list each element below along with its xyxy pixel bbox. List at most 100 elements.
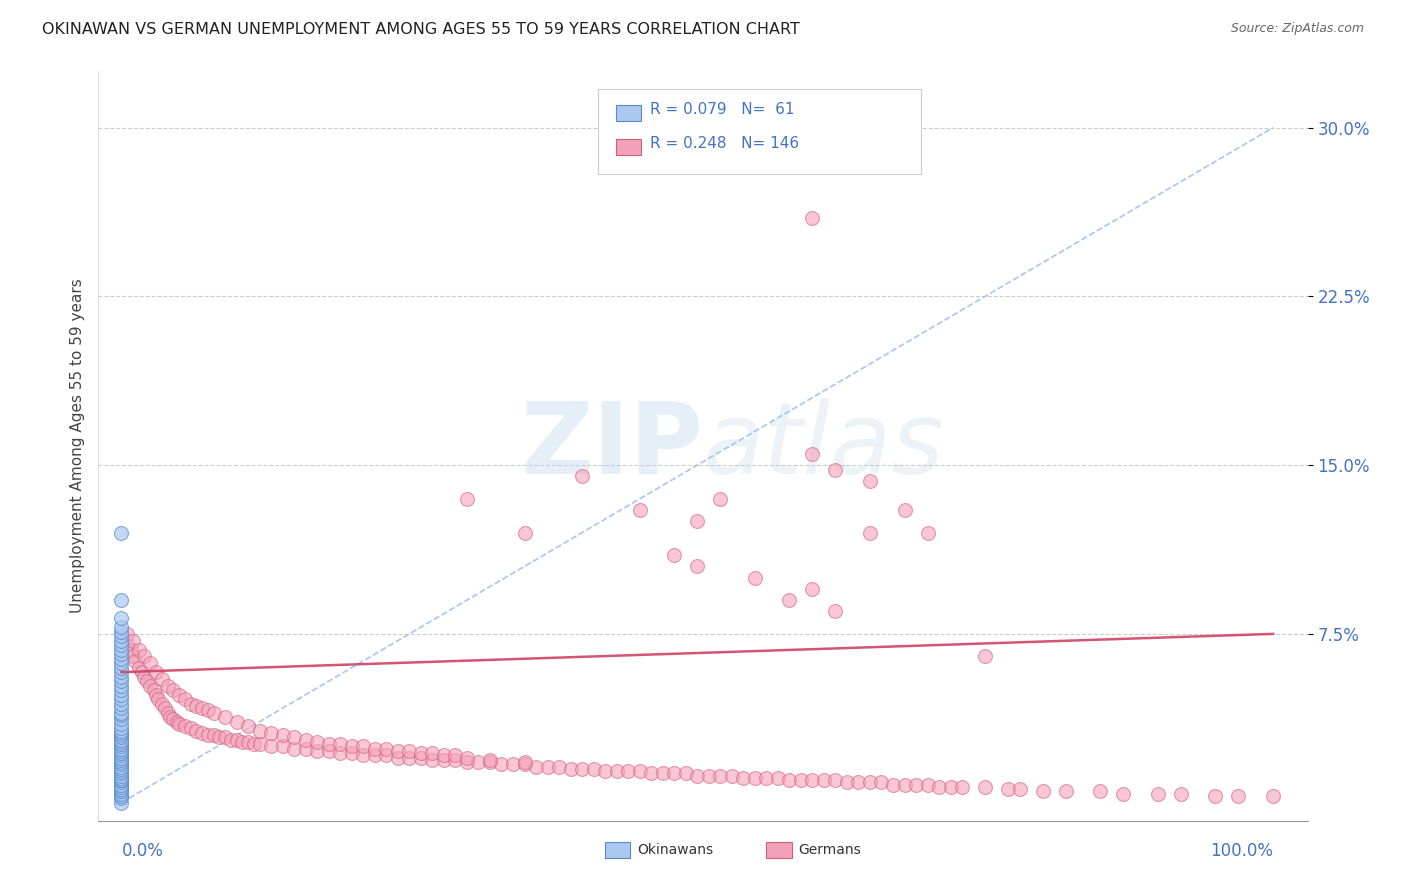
Point (110, 735, 132, 749)
Point (124, 654, 146, 668)
Point (115, 638, 138, 652)
Point (208, 731, 231, 745)
Point (294, 741, 316, 756)
Point (167, 688, 190, 702)
Point (122, 649, 145, 664)
Point (249, 723, 271, 738)
Point (778, 593, 800, 607)
Point (917, 778, 939, 792)
Point (340, 746, 363, 760)
Point (156, 706, 179, 720)
Point (859, 525, 882, 540)
Point (110, 525, 132, 540)
Text: Source: ZipAtlas.com: Source: ZipAtlas.com (1230, 22, 1364, 36)
Point (939, 780, 962, 794)
Point (744, 771, 766, 785)
Point (110, 766, 132, 780)
Y-axis label: Unemployment Among Ages 55 to 59 years: Unemployment Among Ages 55 to 59 years (69, 278, 84, 614)
Point (197, 728, 219, 742)
Point (110, 633, 132, 648)
Point (422, 753, 444, 767)
Point (387, 744, 409, 758)
Point (1170, 787, 1192, 801)
Point (928, 780, 950, 794)
Point (186, 723, 208, 738)
Point (180, 697, 202, 711)
Point (110, 642, 132, 657)
Point (110, 726, 132, 740)
Point (824, 462, 846, 476)
Point (720, 769, 742, 783)
Point (110, 656, 132, 670)
Point (167, 717, 190, 731)
Point (110, 741, 132, 756)
Point (1090, 784, 1112, 798)
Point (145, 688, 167, 702)
Point (110, 647, 132, 661)
Point (433, 748, 456, 763)
Point (110, 744, 132, 758)
Point (128, 642, 150, 657)
Point (375, 748, 398, 763)
Point (560, 762, 582, 776)
Point (1147, 787, 1170, 801)
Point (150, 697, 173, 711)
Point (686, 515, 709, 529)
Point (148, 692, 170, 706)
Point (219, 732, 242, 747)
Point (134, 649, 156, 664)
Point (409, 750, 432, 764)
Text: Germans: Germans (799, 843, 862, 857)
Point (307, 735, 329, 749)
Point (110, 778, 132, 792)
Text: 100.0%: 100.0% (1211, 842, 1272, 860)
Point (236, 735, 259, 749)
Point (283, 741, 305, 756)
Point (859, 775, 882, 789)
Point (110, 789, 132, 803)
Point (110, 753, 132, 767)
Point (456, 750, 478, 764)
Point (801, 211, 824, 225)
Point (686, 769, 709, 783)
Point (617, 764, 640, 779)
Point (110, 638, 132, 652)
Point (110, 746, 132, 760)
Point (110, 651, 132, 665)
Point (1227, 789, 1250, 803)
Point (697, 769, 720, 783)
Point (115, 627, 138, 641)
Point (651, 766, 673, 780)
Point (571, 762, 593, 776)
Point (859, 474, 882, 488)
Point (1204, 789, 1226, 803)
Point (173, 692, 195, 706)
Point (110, 722, 132, 736)
Point (110, 665, 132, 680)
Point (110, 755, 132, 769)
Point (110, 771, 132, 785)
Point (191, 701, 214, 715)
Point (110, 782, 132, 797)
Point (329, 746, 352, 760)
Point (628, 764, 651, 779)
Point (422, 746, 444, 760)
Point (110, 620, 132, 634)
Text: R = 0.079   N=  61: R = 0.079 N= 61 (650, 103, 794, 117)
Point (513, 755, 536, 769)
Point (110, 611, 132, 625)
Point (801, 447, 824, 461)
Point (159, 710, 181, 724)
Point (110, 787, 132, 801)
Point (456, 755, 478, 769)
Point (225, 714, 247, 729)
Point (110, 775, 132, 789)
Text: Okinawans: Okinawans (637, 843, 713, 857)
Point (110, 737, 132, 751)
Point (110, 757, 132, 772)
Point (375, 741, 398, 756)
Point (131, 665, 153, 680)
Point (318, 737, 340, 751)
Point (801, 773, 824, 788)
Point (478, 753, 501, 767)
